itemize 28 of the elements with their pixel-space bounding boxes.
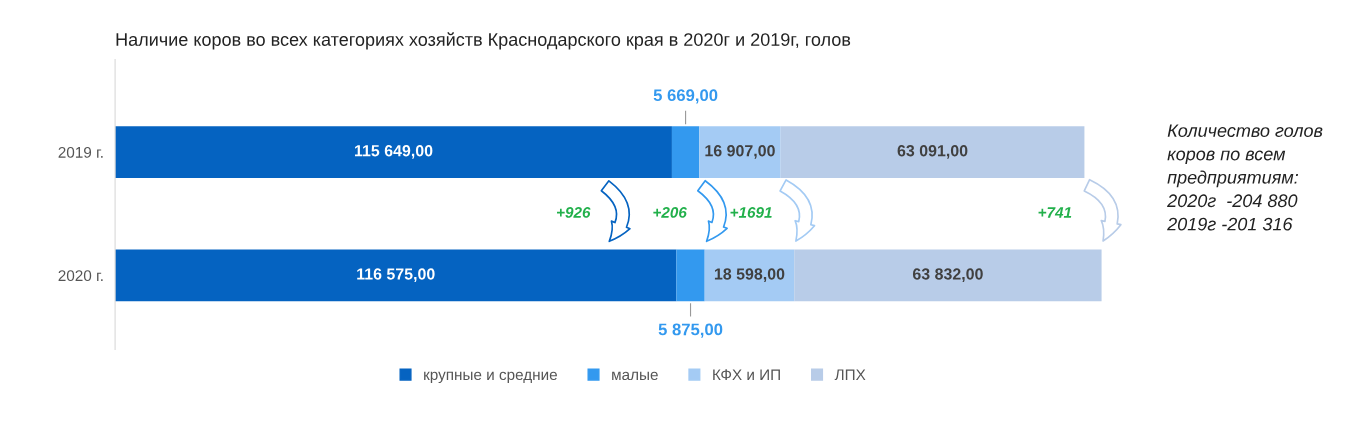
annotation: +206 <box>653 207 687 218</box>
data-label: 5 669,00 <box>653 89 718 104</box>
annotation: +926 <box>557 207 591 218</box>
legend-label: ЛПХ <box>834 369 866 381</box>
bar <box>699 126 781 178</box>
bar <box>115 126 672 178</box>
data-label: 63 091,00 <box>897 145 968 159</box>
data-label: 5 875,00 <box>658 323 723 338</box>
bar <box>676 249 705 302</box>
data-label: 16 907,00 <box>705 145 775 159</box>
data-label: 115 649,00 <box>354 145 433 159</box>
legend-label: крупные и средние <box>424 371 557 384</box>
text: Количество голов коров по всем предприятиям: 2020г -204 880 2019г -201 316 <box>1167 124 1323 231</box>
annotation: +741 <box>1038 207 1072 218</box>
annotation: +1691 <box>730 207 772 218</box>
bar <box>671 126 700 178</box>
y-tick-label: 2020 г. <box>58 270 103 282</box>
data-label: 63 832,00 <box>912 268 983 282</box>
data-label: 18 598,00 <box>714 268 785 282</box>
legend-label: КФХ и ИП <box>713 369 780 381</box>
chart-title: Наличие коров во всех категориях хозяйств Краснодарского края в 2020г и 2019г, голов <box>116 32 851 50</box>
y-tick-label: 2019 г. <box>58 146 103 158</box>
bar <box>115 249 677 302</box>
bar <box>780 126 1085 178</box>
bar <box>794 249 1102 302</box>
legend-label: малые <box>612 371 658 381</box>
data-label: 116 575,00 <box>357 268 435 282</box>
bar <box>704 249 795 302</box>
